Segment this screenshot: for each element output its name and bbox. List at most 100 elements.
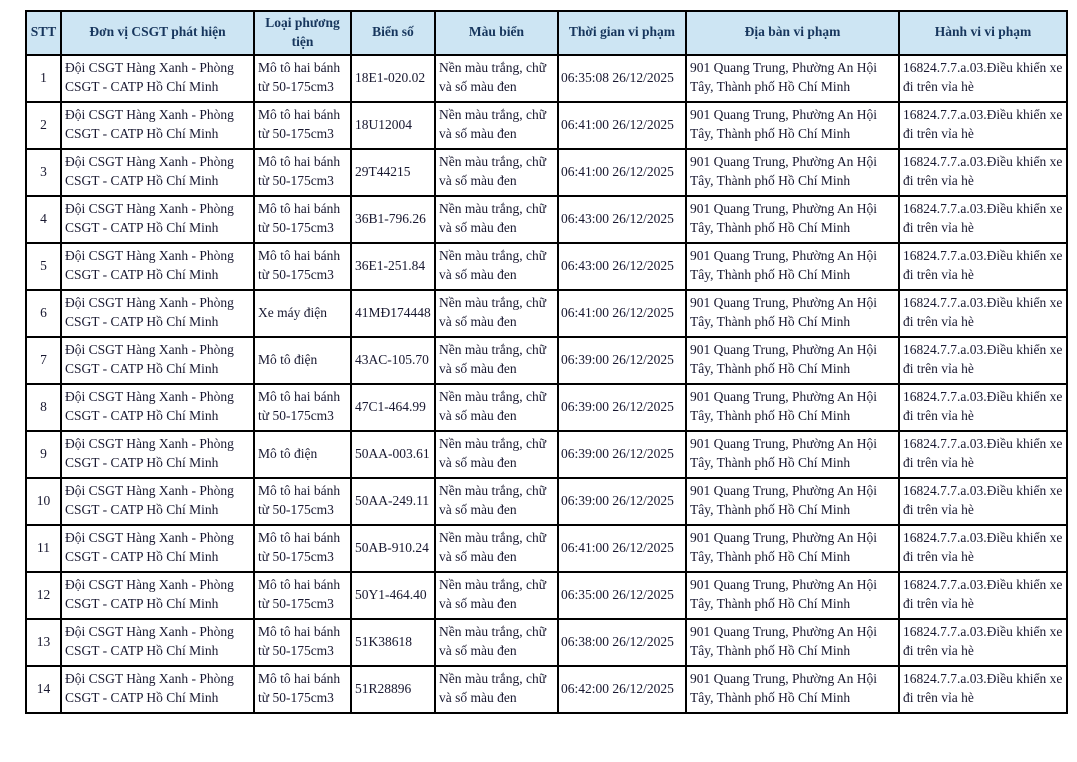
cell-bien_so: 18U12004 xyxy=(350,100,436,150)
cell-hanh_vi: 16824.7.7.a.03.Điều khiển xe đi trên vỉa… xyxy=(898,194,1068,244)
page: STT Đơn vị CSGT phát hiện Loại phương tiện… xyxy=(0,10,1077,762)
table-body: 1 Đội CSGT Hàng Xanh - Phòng CSGT - CATP … xyxy=(25,53,1068,714)
cell-loai_phuong_tien: Mô tô hai bánh từ 50-175cm3 xyxy=(253,570,352,620)
cell-hanh_vi: 16824.7.7.a.03.Điều khiển xe đi trên vỉa… xyxy=(898,429,1068,479)
cell-hanh_vi: 16824.7.7.a.03.Điều khiển xe đi trên vỉa… xyxy=(898,335,1068,385)
cell-don_vi: Đội CSGT Hàng Xanh - Phòng CSGT - CATP H… xyxy=(60,147,255,197)
cell-stt: 6 xyxy=(25,288,62,338)
column-header-hanh_vi: Hành vi vi phạm xyxy=(898,10,1068,56)
cell-bien_so: 36E1-251.84 xyxy=(350,241,436,291)
cell-hanh_vi: 16824.7.7.a.03.Điều khiển xe đi trên vỉa… xyxy=(898,288,1068,338)
cell-dia_ban: 901 Quang Trung, Phường An Hội Tây, Thàn… xyxy=(685,664,900,714)
cell-loai_phuong_tien: Mô tô hai bánh từ 50-175cm3 xyxy=(253,194,352,244)
cell-don_vi: Đội CSGT Hàng Xanh - Phòng CSGT - CATP H… xyxy=(60,429,255,479)
cell-bien_so: 50AB-910.24 xyxy=(350,523,436,573)
cell-don_vi: Đội CSGT Hàng Xanh - Phòng CSGT - CATP H… xyxy=(60,382,255,432)
table-row: 1 Đội CSGT Hàng Xanh - Phòng CSGT - CATP … xyxy=(25,53,1068,103)
cell-dia_ban: 901 Quang Trung, Phường An Hội Tây, Thàn… xyxy=(685,194,900,244)
cell-hanh_vi: 16824.7.7.a.03.Điều khiển xe đi trên vỉa… xyxy=(898,617,1068,667)
cell-stt: 11 xyxy=(25,523,62,573)
cell-bien_so: 36B1-796.26 xyxy=(350,194,436,244)
cell-bien_so: 50Y1-464.40 xyxy=(350,570,436,620)
cell-dia_ban: 901 Quang Trung, Phường An Hội Tây, Thàn… xyxy=(685,288,900,338)
cell-loai_phuong_tien: Mô tô hai bánh từ 50-175cm3 xyxy=(253,100,352,150)
cell-hanh_vi: 16824.7.7.a.03.Điều khiển xe đi trên vỉa… xyxy=(898,100,1068,150)
table-row: 4 Đội CSGT Hàng Xanh - Phòng CSGT - CATP … xyxy=(25,194,1068,244)
table-row: 14 Đội CSGT Hàng Xanh - Phòng CSGT - CATP… xyxy=(25,664,1068,714)
cell-thoi_gian: 06:35:00 26/12/2025 xyxy=(557,570,687,620)
cell-stt: 14 xyxy=(25,664,62,714)
cell-dia_ban: 901 Quang Trung, Phường An Hội Tây, Thàn… xyxy=(685,100,900,150)
cell-thoi_gian: 06:42:00 26/12/2025 xyxy=(557,664,687,714)
cell-don_vi: Đội CSGT Hàng Xanh - Phòng CSGT - CATP H… xyxy=(60,335,255,385)
table-row: 3 Đội CSGT Hàng Xanh - Phòng CSGT - CATP … xyxy=(25,147,1068,197)
table-row: 2 Đội CSGT Hàng Xanh - Phòng CSGT - CATP … xyxy=(25,100,1068,150)
cell-thoi_gian: 06:39:00 26/12/2025 xyxy=(557,335,687,385)
cell-hanh_vi: 16824.7.7.a.03.Điều khiển xe đi trên vỉa… xyxy=(898,147,1068,197)
cell-mau_bien: Nền màu trắng, chữ và số màu đen xyxy=(434,382,559,432)
cell-stt: 10 xyxy=(25,476,62,526)
cell-dia_ban: 901 Quang Trung, Phường An Hội Tây, Thàn… xyxy=(685,570,900,620)
table-header: STT Đơn vị CSGT phát hiện Loại phương tiện… xyxy=(25,10,1068,56)
cell-bien_so: 51R28896 xyxy=(350,664,436,714)
table-row: 6 Đội CSGT Hàng Xanh - Phòng CSGT - CATP … xyxy=(25,288,1068,338)
cell-thoi_gian: 06:41:00 26/12/2025 xyxy=(557,147,687,197)
cell-don_vi: Đội CSGT Hàng Xanh - Phòng CSGT - CATP H… xyxy=(60,288,255,338)
cell-mau_bien: Nền màu trắng, chữ và số màu đen xyxy=(434,147,559,197)
cell-thoi_gian: 06:41:00 26/12/2025 xyxy=(557,523,687,573)
cell-mau_bien: Nền màu trắng, chữ và số màu đen xyxy=(434,241,559,291)
cell-stt: 9 xyxy=(25,429,62,479)
cell-bien_so: 18E1-020.02 xyxy=(350,53,436,103)
cell-stt: 1 xyxy=(25,53,62,103)
header-row: STT Đơn vị CSGT phát hiện Loại phương tiện… xyxy=(25,10,1068,56)
cell-don_vi: Đội CSGT Hàng Xanh - Phòng CSGT - CATP H… xyxy=(60,194,255,244)
cell-don_vi: Đội CSGT Hàng Xanh - Phòng CSGT - CATP H… xyxy=(60,53,255,103)
cell-loai_phuong_tien: Mô tô hai bánh từ 50-175cm3 xyxy=(253,382,352,432)
cell-stt: 12 xyxy=(25,570,62,620)
cell-stt: 8 xyxy=(25,382,62,432)
table-row: 11 Đội CSGT Hàng Xanh - Phòng CSGT - CATP… xyxy=(25,523,1068,573)
cell-loai_phuong_tien: Mô tô điện xyxy=(253,429,352,479)
table-row: 12 Đội CSGT Hàng Xanh - Phòng CSGT - CATP… xyxy=(25,570,1068,620)
cell-bien_so: 50AA-003.61 xyxy=(350,429,436,479)
cell-dia_ban: 901 Quang Trung, Phường An Hội Tây, Thàn… xyxy=(685,617,900,667)
cell-mau_bien: Nền màu trắng, chữ và số màu đen xyxy=(434,335,559,385)
cell-bien_so: 41MĐ174448 xyxy=(350,288,436,338)
cell-mau_bien: Nền màu trắng, chữ và số màu đen xyxy=(434,429,559,479)
table-row: 13 Đội CSGT Hàng Xanh - Phòng CSGT - CATP… xyxy=(25,617,1068,667)
cell-mau_bien: Nền màu trắng, chữ và số màu đen xyxy=(434,194,559,244)
cell-loai_phuong_tien: Mô tô hai bánh từ 50-175cm3 xyxy=(253,617,352,667)
cell-hanh_vi: 16824.7.7.a.03.Điều khiển xe đi trên vỉa… xyxy=(898,570,1068,620)
column-header-don_vi: Đơn vị CSGT phát hiện xyxy=(60,10,255,56)
cell-dia_ban: 901 Quang Trung, Phường An Hội Tây, Thàn… xyxy=(685,335,900,385)
cell-stt: 4 xyxy=(25,194,62,244)
cell-thoi_gian: 06:43:00 26/12/2025 xyxy=(557,241,687,291)
cell-hanh_vi: 16824.7.7.a.03.Điều khiển xe đi trên vỉa… xyxy=(898,53,1068,103)
table-row: 5 Đội CSGT Hàng Xanh - Phòng CSGT - CATP … xyxy=(25,241,1068,291)
table-row: 8 Đội CSGT Hàng Xanh - Phòng CSGT - CATP … xyxy=(25,382,1068,432)
cell-loai_phuong_tien: Mô tô hai bánh từ 50-175cm3 xyxy=(253,241,352,291)
cell-mau_bien: Nền màu trắng, chữ và số màu đen xyxy=(434,617,559,667)
cell-stt: 7 xyxy=(25,335,62,385)
cell-don_vi: Đội CSGT Hàng Xanh - Phòng CSGT - CATP H… xyxy=(60,523,255,573)
cell-mau_bien: Nền màu trắng, chữ và số màu đen xyxy=(434,523,559,573)
cell-dia_ban: 901 Quang Trung, Phường An Hội Tây, Thàn… xyxy=(685,476,900,526)
cell-hanh_vi: 16824.7.7.a.03.Điều khiển xe đi trên vỉa… xyxy=(898,241,1068,291)
cell-mau_bien: Nền màu trắng, chữ và số màu đen xyxy=(434,570,559,620)
cell-thoi_gian: 06:39:00 26/12/2025 xyxy=(557,382,687,432)
cell-don_vi: Đội CSGT Hàng Xanh - Phòng CSGT - CATP H… xyxy=(60,100,255,150)
cell-dia_ban: 901 Quang Trung, Phường An Hội Tây, Thàn… xyxy=(685,53,900,103)
cell-loai_phuong_tien: Mô tô hai bánh từ 50-175cm3 xyxy=(253,53,352,103)
column-header-dia_ban: Địa bàn vi phạm xyxy=(685,10,900,56)
cell-thoi_gian: 06:35:08 26/12/2025 xyxy=(557,53,687,103)
cell-mau_bien: Nền màu trắng, chữ và số màu đen xyxy=(434,664,559,714)
cell-bien_so: 43AC-105.70 xyxy=(350,335,436,385)
column-header-loai_phuong_tien: Loại phương tiện xyxy=(253,10,352,56)
cell-don_vi: Đội CSGT Hàng Xanh - Phòng CSGT - CATP H… xyxy=(60,664,255,714)
cell-dia_ban: 901 Quang Trung, Phường An Hội Tây, Thàn… xyxy=(685,382,900,432)
cell-thoi_gian: 06:41:00 26/12/2025 xyxy=(557,100,687,150)
violations-table: STT Đơn vị CSGT phát hiện Loại phương tiện… xyxy=(25,10,1068,714)
cell-stt: 13 xyxy=(25,617,62,667)
table-row: 9 Đội CSGT Hàng Xanh - Phòng CSGT - CATP … xyxy=(25,429,1068,479)
cell-dia_ban: 901 Quang Trung, Phường An Hội Tây, Thàn… xyxy=(685,429,900,479)
